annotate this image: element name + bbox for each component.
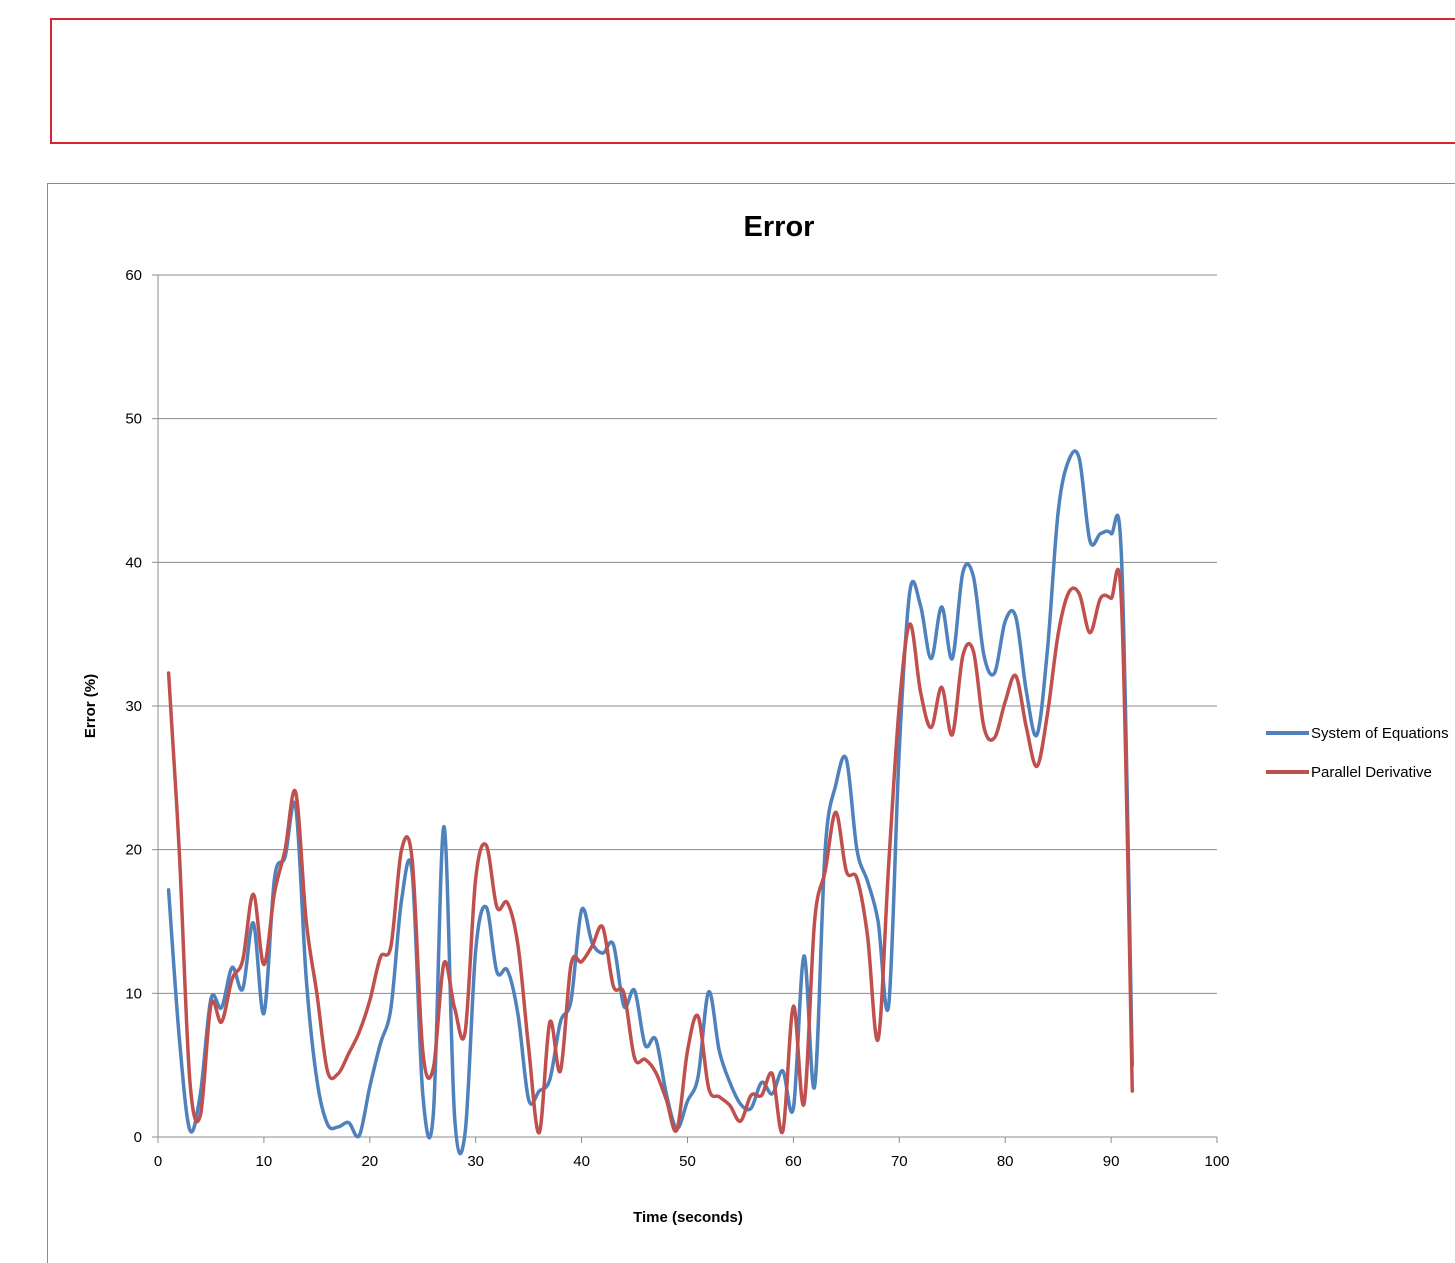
- y-axis-label: Error (%): [82, 674, 99, 738]
- x-tick-label: 60: [785, 1153, 802, 1170]
- y-tick-label: 50: [125, 411, 142, 428]
- x-tick-label: 20: [361, 1153, 378, 1170]
- y-tick-label: 0: [134, 1129, 142, 1146]
- x-tick-label: 90: [1103, 1153, 1120, 1170]
- x-tick-label: 80: [997, 1153, 1014, 1170]
- legend: System of Equations Parallel Derivative: [1266, 725, 1449, 781]
- x-tick-label: 0: [154, 1153, 162, 1170]
- y-tick-label: 60: [125, 267, 142, 284]
- axes: [152, 274, 1218, 1143]
- chart-title: Error: [744, 211, 815, 243]
- tick-labels: 0 10 20 30 40 50 60 0 10 20 30 40 50 60 70 80 90 100: [125, 267, 1229, 1170]
- legend-label-parallel-derivative: Parallel Derivative: [1311, 764, 1432, 781]
- y-tick-label: 40: [125, 554, 142, 571]
- top-border-box: [50, 18, 1455, 144]
- series-line-system-of-equations: [166, 449, 1135, 1156]
- x-tick-label: 50: [679, 1153, 696, 1170]
- series-line-parallel-derivative: [166, 567, 1135, 1135]
- chart-frame: [47, 183, 1455, 1263]
- y-tick-label: 20: [125, 842, 142, 859]
- x-tick-label: 70: [891, 1153, 908, 1170]
- x-tick-label: 100: [1204, 1153, 1229, 1170]
- x-tick-label: 30: [467, 1153, 484, 1170]
- x-axis-label: Time (seconds): [633, 1209, 743, 1226]
- legend-label-system-of-equations: System of Equations: [1311, 725, 1449, 742]
- x-tick-label: 10: [256, 1153, 273, 1170]
- y-tick-label: 10: [125, 985, 142, 1002]
- y-tick-label: 30: [125, 698, 142, 715]
- series-lines: [166, 449, 1135, 1156]
- x-tick-label: 40: [573, 1153, 590, 1170]
